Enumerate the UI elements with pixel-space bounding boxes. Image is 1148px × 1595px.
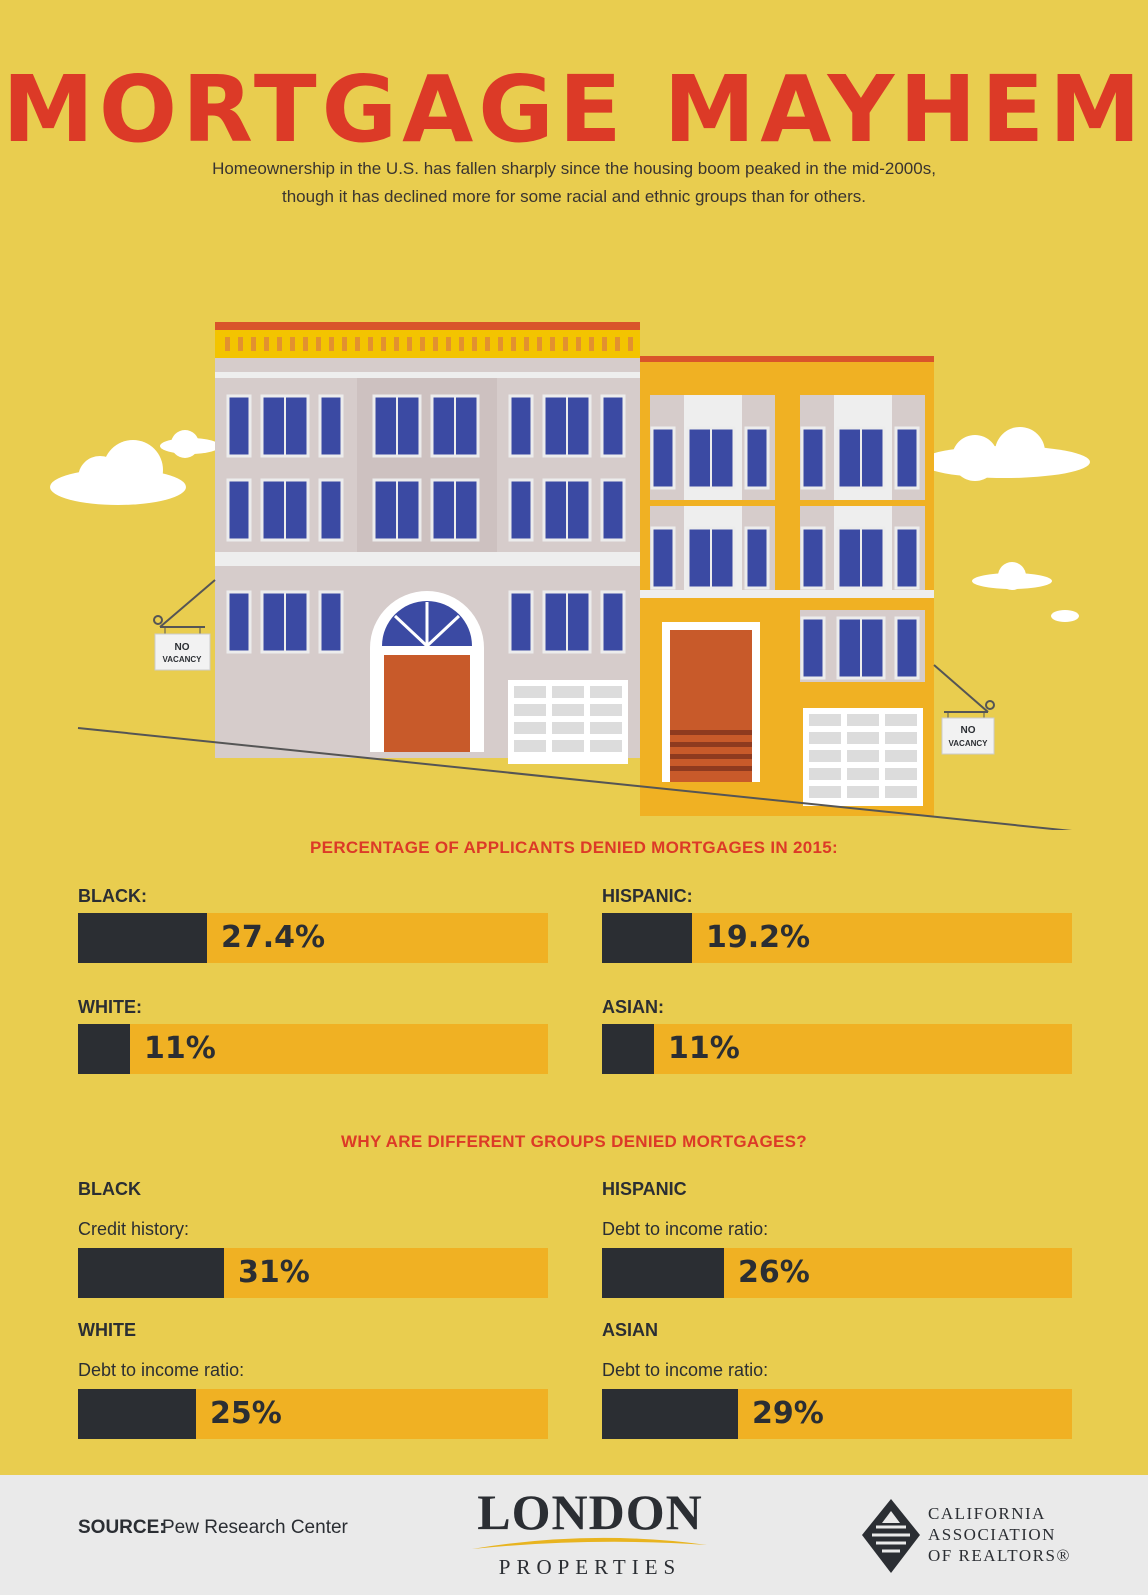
sign-right-line2: VACANCY: [949, 739, 989, 748]
bar-fill: [78, 1248, 224, 1298]
reason-group-black: BLACK: [78, 1179, 141, 1199]
swoosh-icon: [472, 1537, 707, 1549]
logo-main-text: LONDON: [477, 1484, 703, 1540]
realtors-text: CALIFORNIA ASSOCIATION OF REALTORS®: [928, 1503, 1071, 1566]
reason-label-hispanic: Debt to income ratio:: [602, 1219, 769, 1239]
right-building: [640, 356, 934, 816]
bar-value: 11%: [144, 1031, 216, 1066]
bar-value: 25%: [210, 1396, 282, 1431]
denial-label-white: WHITE:: [78, 997, 142, 1017]
denial-bar-hispanic: 19.2%: [602, 913, 1072, 963]
ground-line: [77, 727, 1073, 830]
page-title: MORTGAGE MAYHEM: [2, 56, 1146, 163]
subtitle-line-2: though it has declined more for some rac…: [281, 187, 866, 206]
denial-label-black: BLACK:: [78, 886, 147, 906]
bar-fill: [78, 913, 207, 963]
cloud-icon: [50, 440, 186, 505]
cloud-icon: [1051, 610, 1079, 622]
page-subtitle: Homeownership in the U.S. has fallen sha…: [150, 155, 998, 211]
left-building: [215, 322, 640, 764]
cloud-icon: [160, 430, 220, 458]
reason-bar-asian: 29%: [602, 1389, 1072, 1439]
subtitle-line-1: Homeownership in the U.S. has fallen sha…: [212, 159, 936, 178]
denial-bar-black: 27.4%: [78, 913, 548, 963]
reason-bar-white: 25%: [78, 1389, 548, 1439]
bar-value: 29%: [752, 1396, 824, 1431]
bar-fill: [602, 913, 692, 963]
no-vacancy-sign-left: NO VACANCY: [153, 579, 216, 671]
denial-bar-white: 11%: [78, 1024, 548, 1074]
denial-label-asian: ASIAN:: [602, 997, 664, 1017]
bar-fill: [78, 1024, 130, 1074]
sign-left-line2: VACANCY: [163, 655, 203, 664]
reason-label-white: Debt to income ratio:: [78, 1360, 245, 1380]
denial-bar-asian: 11%: [602, 1024, 1072, 1074]
car-line-3: OF REALTORS®: [928, 1546, 1071, 1565]
realtors-emblem-icon: [862, 1499, 920, 1573]
cloud-icon: [920, 427, 1090, 481]
car-line-2: ASSOCIATION: [928, 1525, 1056, 1544]
bar-fill: [602, 1389, 738, 1439]
bar-fill: [602, 1248, 724, 1298]
bar-value: 27.4%: [221, 920, 326, 955]
no-vacancy-sign-right: NO VACANCY: [933, 664, 995, 755]
buildings-illustration: NO VACANCY NO VACANCY: [50, 322, 1090, 830]
bar-value: 26%: [738, 1255, 810, 1290]
reason-label-black: Credit history:: [78, 1219, 190, 1239]
logo-sub-text: PROPERTIES: [498, 1555, 682, 1579]
cloud-icon: [972, 562, 1052, 590]
sign-left-line1: NO: [175, 642, 190, 653]
footer: SOURCE: Pew Research Center LONDON PROPE…: [0, 1475, 1148, 1595]
reason-group-white: WHITE: [78, 1320, 136, 1340]
bar-fill: [602, 1024, 654, 1074]
reason-group-hispanic: HISPANIC: [602, 1179, 687, 1199]
source-value: Pew Research Center: [162, 1517, 348, 1538]
bar-value: 11%: [668, 1031, 740, 1066]
sign-right-line1: NO: [961, 725, 976, 736]
bar-fill: [78, 1389, 196, 1439]
reason-label-asian: Debt to income ratio:: [602, 1360, 769, 1380]
reason-bar-black: 31%: [78, 1248, 548, 1298]
car-line-1: CALIFORNIA: [928, 1504, 1046, 1523]
denial-section-heading: PERCENTAGE OF APPLICANTS DENIED MORTGAGE…: [310, 838, 838, 857]
reasons-section-heading: WHY ARE DIFFERENT GROUPS DENIED MORTGAGE…: [341, 1132, 807, 1151]
reason-bar-hispanic: 26%: [602, 1248, 1072, 1298]
reason-group-asian: ASIAN: [602, 1320, 659, 1340]
bar-value: 19.2%: [706, 920, 811, 955]
source-label: SOURCE:: [78, 1517, 166, 1538]
bar-value: 31%: [238, 1255, 310, 1290]
denial-label-hispanic: HISPANIC:: [602, 886, 693, 906]
